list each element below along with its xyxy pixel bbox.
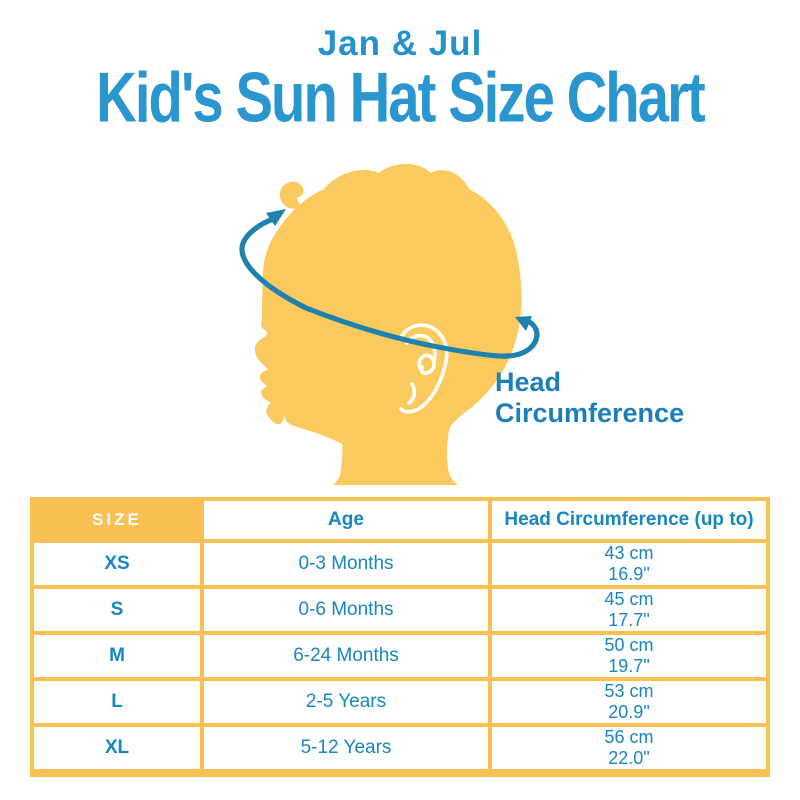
row-xl-circumference: 56 cm 22.0"	[492, 727, 766, 769]
column-header-age: Age	[204, 501, 488, 539]
circumference-label-line1: Head	[495, 367, 562, 397]
row-s-size: S	[34, 589, 200, 631]
row-l-age: 2-5 Years	[204, 681, 488, 723]
ear-icon	[398, 323, 449, 414]
row-m-age: 6-24 Months	[204, 635, 488, 677]
row-l-inches: 20.9"	[608, 702, 650, 722]
column-header-size: SIZE	[92, 510, 142, 529]
row-xs-age: 0-3 Months	[204, 543, 488, 585]
column-header-circumference: Head Circumference (up to)	[492, 501, 766, 539]
circumference-arrow	[239, 209, 540, 359]
row-s-circumference: 45 cm 17.7"	[492, 589, 766, 631]
row-xs-size: XS	[34, 543, 200, 585]
row-m-size: M	[34, 635, 200, 677]
head-illustration	[239, 164, 540, 485]
row-xs-inches: 16.9"	[608, 564, 650, 584]
row-m-inches: 19.7"	[608, 656, 650, 676]
row-l-cm: 53 cm	[604, 681, 654, 701]
row-l-size: L	[34, 681, 200, 723]
size-table: SIZE Age Head Circumference (up to) XS 0…	[30, 497, 770, 777]
arrowhead-left	[266, 209, 286, 226]
row-m-cm: 50 cm	[604, 635, 654, 655]
head-silhouette	[254, 164, 522, 485]
row-xs-circumference: 43 cm 16.9"	[492, 543, 766, 585]
circumference-label: Head Circumference	[495, 367, 684, 429]
page-title: Kid's Sun Hat Size Chart	[96, 58, 706, 138]
hair-curl	[279, 181, 304, 209]
row-s-age: 0-6 Months	[204, 589, 488, 631]
row-m-circumference: 50 cm 19.7"	[492, 635, 766, 677]
brand-name: Jan & Jul	[317, 24, 483, 63]
arrowhead-right	[515, 316, 532, 331]
row-xl-size: XL	[34, 727, 200, 769]
row-s-cm: 45 cm	[604, 589, 654, 609]
row-xl-cm: 56 cm	[604, 727, 654, 747]
row-xs-cm: 43 cm	[604, 543, 654, 563]
circumference-label-line2: Circumference	[495, 398, 685, 428]
row-s-inches: 17.7"	[608, 610, 650, 630]
row-xl-age: 5-12 Years	[204, 727, 488, 769]
row-xl-inches: 22.0"	[608, 748, 650, 768]
row-l-circumference: 53 cm 20.9"	[492, 681, 766, 723]
